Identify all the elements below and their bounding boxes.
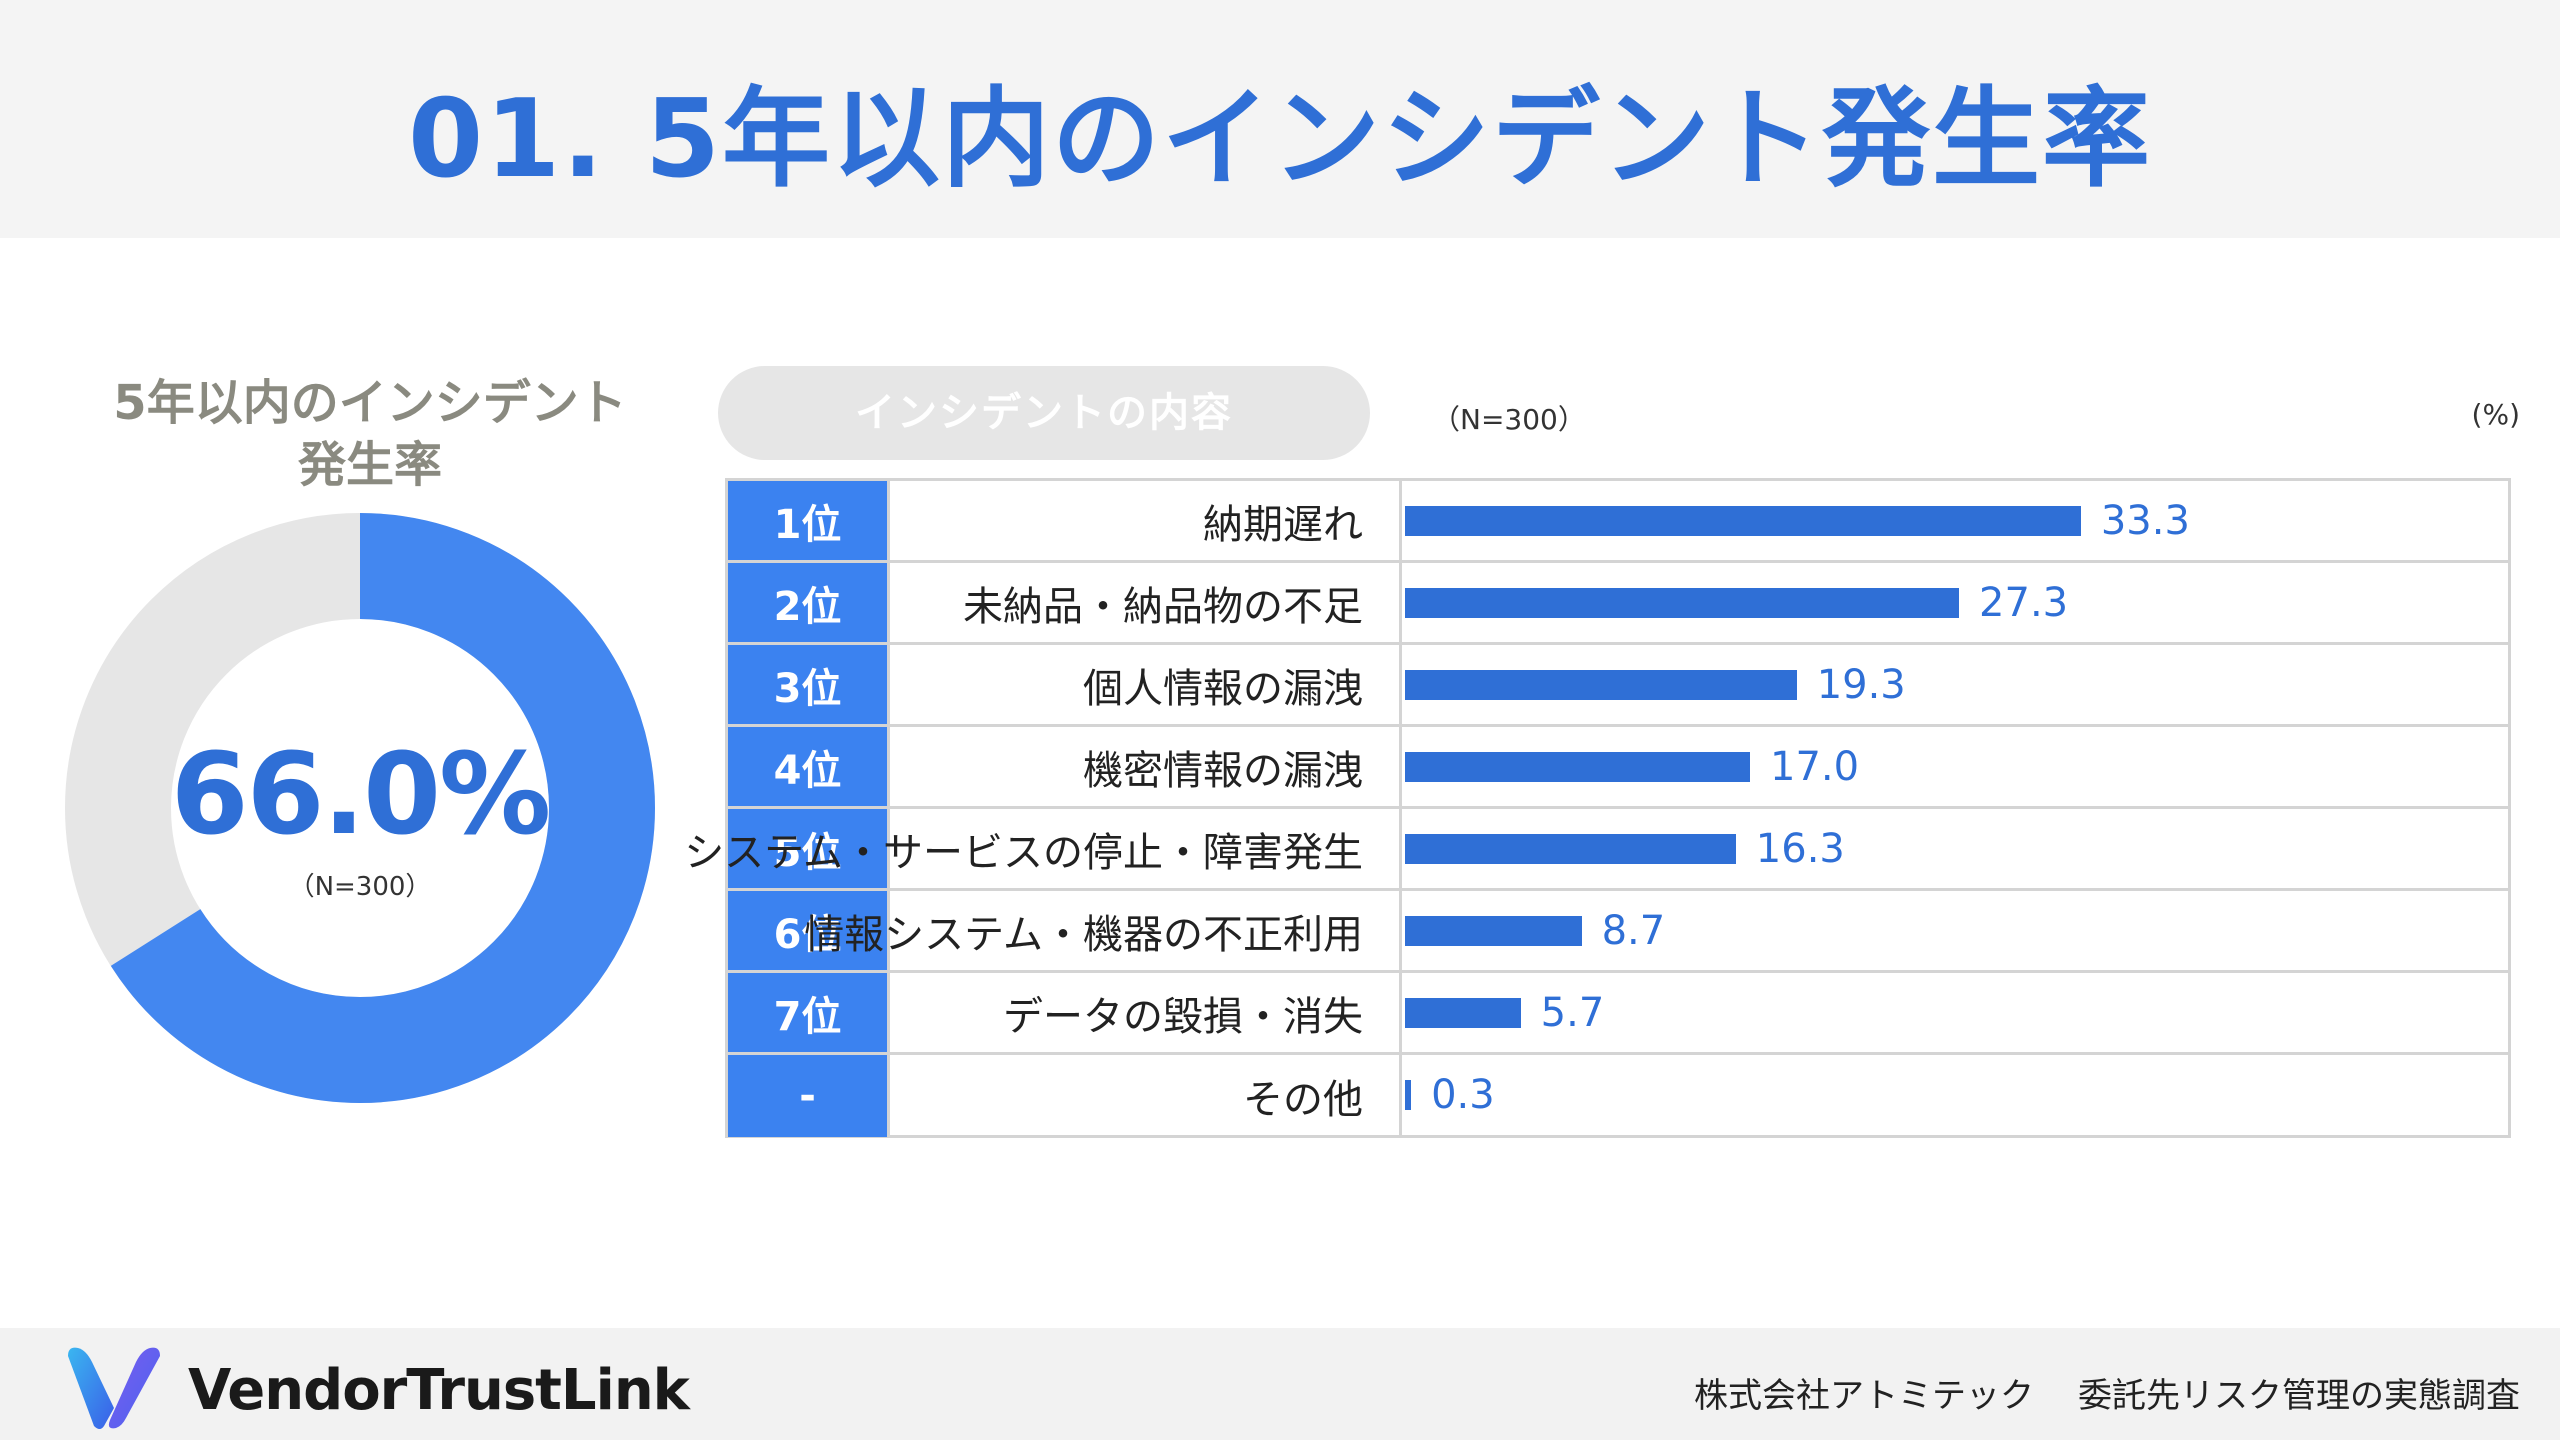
bar-cell: 19.3 — [1405, 645, 2508, 724]
rank-cell: 6位 — [728, 891, 890, 970]
incident-content-pill: インシデントの内容 — [718, 366, 1370, 460]
category-label: 情報システム・機器の不正利用 — [804, 891, 1402, 970]
incident-ranking-table: 1位 納期遅れ 33.3 2位 未納品・納品物の不足 27.3 3位 個人情報の漏洩 19.3 4… — [684, 478, 2511, 1138]
bar-value-label: 0.3 — [1431, 1071, 1495, 1118]
table-row: 1位 納期遅れ 33.3 — [728, 481, 2508, 563]
bar — [1405, 506, 2081, 536]
bar-value-label: 33.3 — [2100, 497, 2190, 544]
category-label: データの毀損・消失 — [890, 973, 1402, 1052]
donut-title-line1: 5年以内のインシデント — [113, 375, 627, 431]
table-row: 5位 システム・サービスの停止・障害発生 16.3 — [684, 809, 2508, 891]
bar-cell: 16.3 — [1405, 809, 2508, 888]
bar — [1405, 752, 1751, 782]
table-unit-label: (%) — [2471, 398, 2520, 431]
footer-company: 株式会社アトミテック — [1694, 1376, 2034, 1416]
table-row: - その他 0.3 — [728, 1055, 2508, 1137]
table-row: 6位 情報システム・機器の不正利用 8.7 — [728, 891, 2508, 973]
bar-cell: 27.3 — [1405, 563, 2508, 642]
rank-cell: - — [728, 1055, 890, 1137]
bar-value-label: 16.3 — [1755, 825, 1845, 872]
donut-value-arc — [65, 513, 655, 1103]
bar-cell: 5.7 — [1405, 973, 2508, 1052]
donut-title: 5年以内のインシデント 発生率 — [60, 372, 680, 496]
rank-cell: 2位 — [728, 563, 890, 642]
footer-credit: 株式会社アトミテック 委託先リスク管理の実態調査 — [1694, 1368, 2520, 1417]
footer-survey-title: 委託先リスク管理の実態調査 — [2078, 1376, 2520, 1416]
donut-percent-label: 66.0% — [170, 730, 552, 860]
rank-cell: 4位 — [728, 727, 890, 806]
donut-sample-size: （N=300） — [288, 872, 432, 902]
table-row: 3位 個人情報の漏洩 19.3 — [728, 645, 2508, 727]
rank-cell: 5位 — [728, 809, 890, 888]
category-label: 未納品・納品物の不足 — [890, 563, 1402, 642]
brand-name: VendorTrustLink — [188, 1358, 690, 1423]
table-sample-size: （N=300） — [1432, 403, 1586, 436]
category-label: システム・サービスの停止・障害発生 — [684, 809, 1402, 888]
rank-cell: 3位 — [728, 645, 890, 724]
v-logo-icon — [68, 1347, 160, 1429]
category-label: 個人情報の漏洩 — [890, 645, 1402, 724]
bar-value-label: 5.7 — [1540, 989, 1605, 1036]
donut-chart — [65, 513, 655, 1103]
bar-cell: 8.7 — [1405, 891, 2508, 970]
bar — [1405, 1080, 1412, 1110]
table-row: 7位 データの毀損・消失 5.7 — [728, 973, 2508, 1055]
bar-value-label: 27.3 — [1979, 579, 2069, 626]
category-label: その他 — [890, 1055, 1402, 1137]
bar-cell: 0.3 — [1405, 1055, 2508, 1137]
rank-cell: 1位 — [728, 481, 890, 560]
bar — [1405, 834, 1736, 864]
page-title: 01. 5年以内のインシデント発生率 — [407, 77, 2153, 202]
bar-cell: 17.0 — [1405, 727, 2508, 806]
donut-title-line2: 発生率 — [297, 437, 442, 493]
bar — [1405, 998, 1521, 1028]
bar-cell: 33.3 — [1405, 481, 2508, 560]
bar — [1405, 670, 1797, 700]
footer — [0, 1328, 2560, 1440]
category-label: 納期遅れ — [890, 481, 1402, 560]
bar-value-label: 17.0 — [1770, 743, 1860, 790]
header-band: 01. 5年以内のインシデント発生率 — [0, 0, 2560, 238]
rank-cell: 7位 — [728, 973, 890, 1052]
bar — [1405, 916, 1582, 946]
bar-value-label: 19.3 — [1816, 661, 1906, 708]
category-label: 機密情報の漏洩 — [890, 727, 1402, 806]
table-row: 4位 機密情報の漏洩 17.0 — [728, 727, 2508, 809]
bar — [1405, 588, 1960, 618]
bar-value-label: 8.7 — [1601, 907, 1666, 954]
table-row: 2位 未納品・納品物の不足 27.3 — [728, 563, 2508, 645]
